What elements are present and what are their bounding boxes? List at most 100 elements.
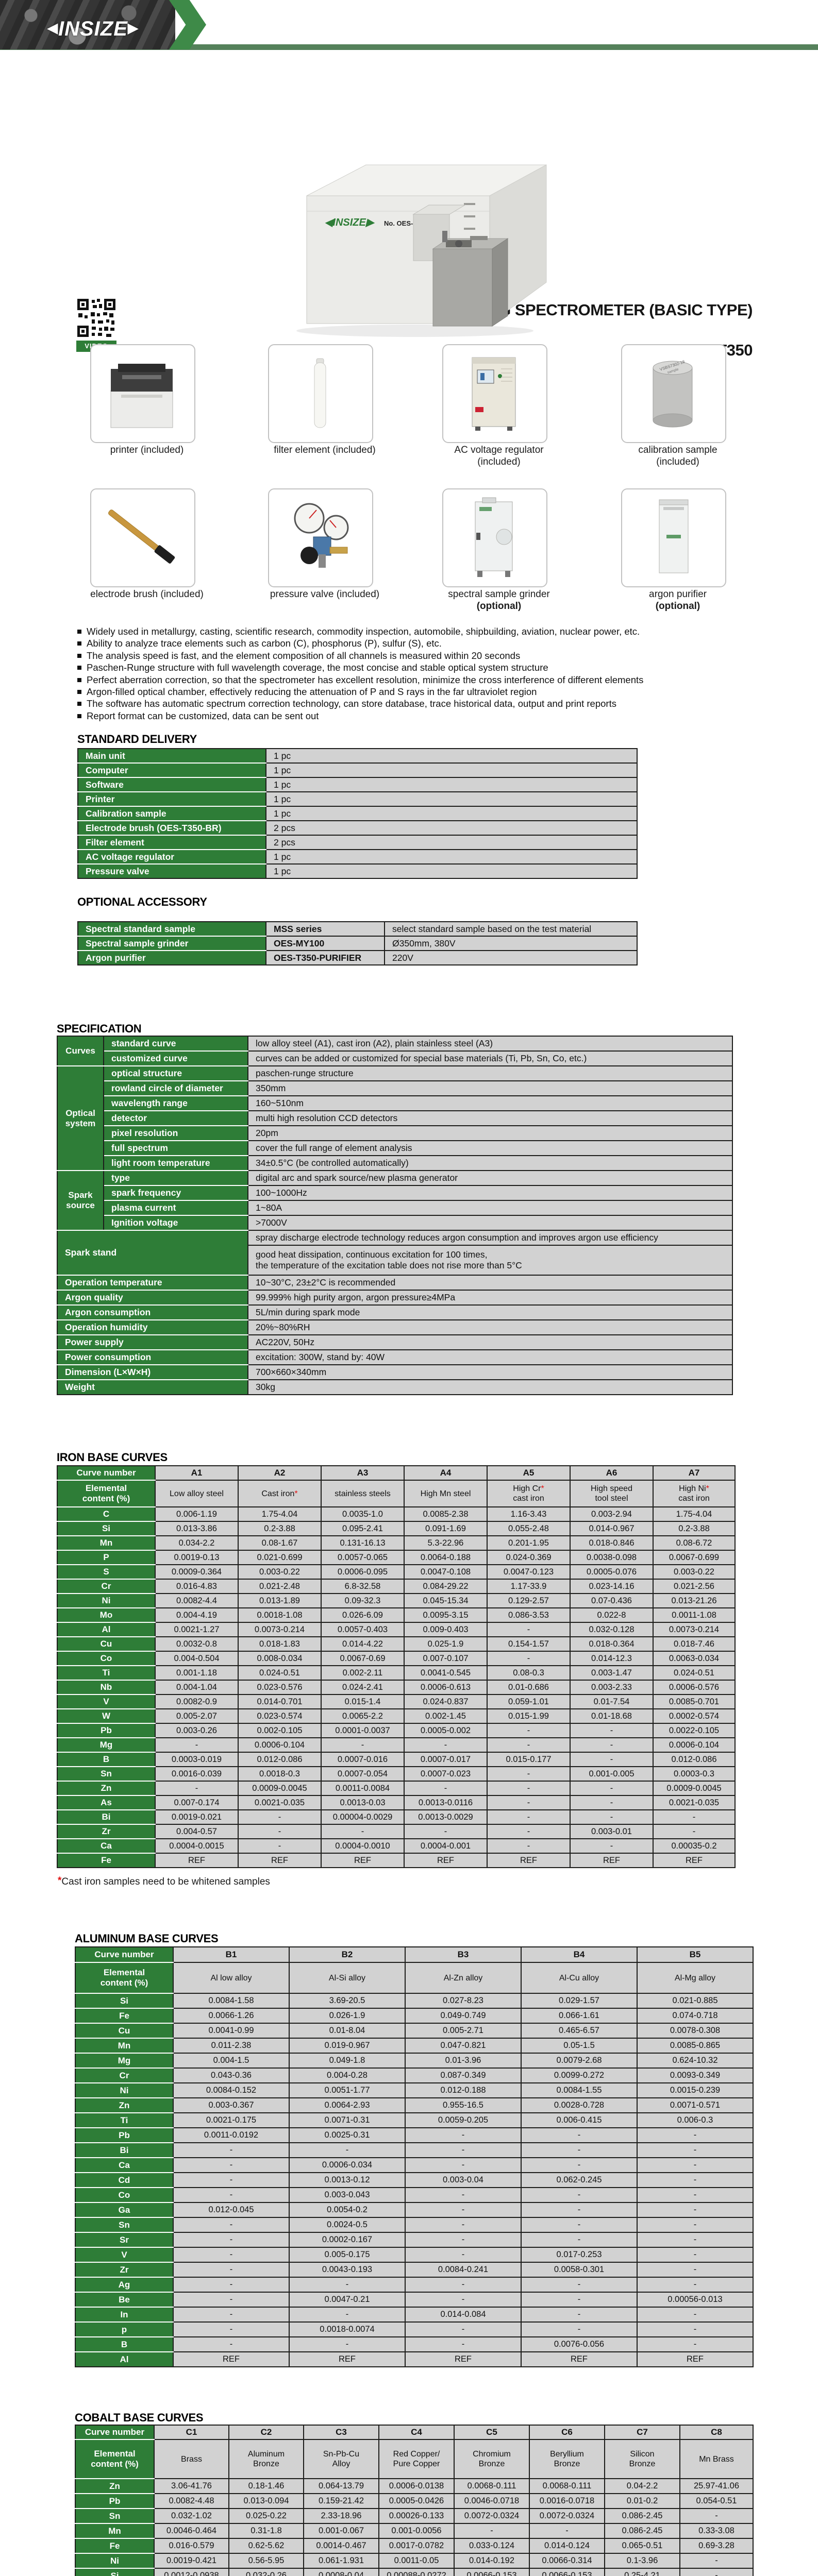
element-range-cell: 0.2-3.88 bbox=[238, 1521, 322, 1536]
element-range-cell: 1.17-33.9 bbox=[487, 1579, 571, 1594]
element-range-cell: 0.084-29.22 bbox=[404, 1579, 488, 1594]
element-range-cell: 0.0071-0.571 bbox=[637, 2097, 754, 2113]
element-range-cell: 0.0021-0.175 bbox=[173, 2112, 290, 2128]
curve-id-cell: A3 bbox=[321, 1465, 405, 1481]
element-range-cell: 0.026-6.09 bbox=[321, 1607, 405, 1623]
element-range-cell: 0.0047-0.108 bbox=[404, 1564, 488, 1580]
element-range-cell: 0.33-3.08 bbox=[679, 2523, 754, 2539]
element-range-cell: 0.00056-0.013 bbox=[637, 2292, 754, 2308]
element-range-cell: - bbox=[405, 2321, 522, 2337]
element-symbol-cell: Ti bbox=[57, 1665, 156, 1681]
element-range-cell: 0.014-4.22 bbox=[321, 1636, 405, 1652]
logo-right-arrow-icon: ▶ bbox=[127, 20, 139, 36]
element-range-cell: - bbox=[487, 1737, 571, 1753]
element-range-cell: 0.003-0.22 bbox=[238, 1564, 322, 1580]
element-range-cell: - bbox=[637, 2232, 754, 2248]
delivery-item-qty: 2 pcs bbox=[265, 835, 638, 850]
delivery-item-label: Pressure valve bbox=[78, 863, 266, 878]
bullet-square-icon bbox=[77, 677, 81, 682]
element-range-cell: 0.0002-0.574 bbox=[653, 1708, 736, 1724]
feature-list: Widely used in metallurgy, casting, scie… bbox=[77, 625, 758, 722]
element-range-cell: 0.007-0.174 bbox=[155, 1795, 239, 1810]
element-range-cell: - bbox=[679, 2553, 754, 2569]
element-symbol-cell: Pb bbox=[75, 2127, 174, 2143]
element-range-cell: 0.05-1.5 bbox=[521, 2038, 638, 2054]
element-range-cell: 3.06-41.76 bbox=[154, 2478, 229, 2494]
element-range-cell: 0.0006-0.095 bbox=[321, 1564, 405, 1580]
delivery-item-qty: 2 pcs bbox=[265, 820, 638, 836]
element-range-cell: 0.023-14.16 bbox=[570, 1579, 654, 1594]
element-range-cell: 0.013-0.094 bbox=[228, 2493, 304, 2509]
element-range-cell: 0.032-0.128 bbox=[570, 1622, 654, 1637]
spec-row-label: Spark stand bbox=[57, 1230, 248, 1276]
element-range-cell: 0.018-0.846 bbox=[570, 1535, 654, 1551]
element-range-cell: - bbox=[637, 2247, 754, 2263]
specification-table: Curves standard curve low alloy steel (A1)… bbox=[57, 1036, 733, 1395]
feature-item: Perfect aberration correction, so that t… bbox=[77, 674, 758, 686]
elemental-content-label: Elemental content (%) bbox=[57, 1480, 156, 1507]
element-range-cell: 0.0082-0.9 bbox=[155, 1694, 239, 1709]
spec-group-label: Spark source bbox=[57, 1170, 104, 1231]
element-range-cell: 0.0066-1.26 bbox=[173, 2008, 290, 2024]
alloy-name-cell: Brass bbox=[154, 2439, 229, 2479]
element-range-cell: - bbox=[405, 2336, 522, 2352]
logo-left-arrow-icon: ◀ bbox=[47, 20, 58, 36]
element-range-cell: 0.0051-1.77 bbox=[289, 2082, 406, 2098]
curve-id-cell: A6 bbox=[570, 1465, 654, 1481]
element-range-cell: - bbox=[405, 2157, 522, 2173]
element-range-cell: 0.003-2.94 bbox=[570, 1506, 654, 1522]
element-range-cell: 0.07-0.436 bbox=[570, 1593, 654, 1608]
feature-item: The software has automatic spectrum corr… bbox=[77, 698, 758, 709]
element-range-cell: 0.026-1.9 bbox=[289, 2008, 406, 2024]
element-symbol-cell: Zr bbox=[75, 2262, 174, 2278]
element-range-cell: 0.0054-0.2 bbox=[289, 2202, 406, 2218]
element-range-cell: - bbox=[405, 2217, 522, 2233]
bullet-square-icon bbox=[77, 714, 81, 718]
curve-id-cell: A1 bbox=[155, 1465, 239, 1481]
optional-item-label: Argon purifier bbox=[78, 950, 266, 965]
element-symbol-cell: Mo bbox=[57, 1607, 156, 1623]
elemental-content-label: Elemental content (%) bbox=[75, 1962, 174, 1994]
element-range-cell: 0.0059-0.205 bbox=[405, 2112, 522, 2128]
element-range-cell: - bbox=[487, 1766, 571, 1782]
element-range-cell: - bbox=[173, 2247, 290, 2263]
element-range-cell: 0.029-1.57 bbox=[521, 1993, 638, 2009]
element-range-cell: - bbox=[570, 1737, 654, 1753]
element-range-cell: 0.021-0.699 bbox=[238, 1550, 322, 1565]
element-range-cell: 0.62-5.62 bbox=[228, 2538, 304, 2554]
element-range-cell: 0.0004-0.001 bbox=[404, 1838, 488, 1854]
element-range-cell: 0.0085-0.865 bbox=[637, 2038, 754, 2054]
spec-row-value: 700×660×340mm bbox=[247, 1364, 733, 1380]
element-range-cell: - bbox=[521, 2217, 638, 2233]
bullet-square-icon bbox=[77, 690, 81, 694]
cobalt-base-curves-table: Curve number C1 C2 C3 C4 C5 C6 C7 C8 Elemental con… bbox=[75, 2425, 754, 2576]
delivery-item-qty: 1 pc bbox=[265, 762, 638, 778]
delivery-item-qty: 1 pc bbox=[265, 748, 638, 764]
alloy-name-cell: Sn-Pb-Cu Alloy bbox=[303, 2439, 379, 2479]
element-range-cell: 0.0004-0.0010 bbox=[321, 1838, 405, 1854]
element-range-cell: 0.0018-0.0074 bbox=[289, 2321, 406, 2337]
spec-row-value: 10~30°C, 23±2°C is recommended bbox=[247, 1275, 733, 1291]
delivery-item-qty: 1 pc bbox=[265, 791, 638, 807]
element-range-cell: 0.021-2.56 bbox=[653, 1579, 736, 1594]
element-range-cell: REF bbox=[155, 1853, 239, 1868]
element-symbol-cell: Mn bbox=[75, 2523, 155, 2539]
element-range-cell: 0.0076-0.056 bbox=[521, 2336, 638, 2352]
argon-purifier-image bbox=[659, 499, 689, 573]
bullet-square-icon bbox=[77, 702, 81, 706]
element-range-cell: 0.006-1.19 bbox=[155, 1506, 239, 1522]
delivery-item-label: Calibration sample bbox=[78, 806, 266, 821]
alloy-name-cell: Low alloy steel bbox=[155, 1480, 239, 1507]
element-range-cell: - bbox=[487, 1781, 571, 1796]
element-symbol-cell: S bbox=[57, 1564, 156, 1580]
element-range-cell: 0.0041-0.99 bbox=[173, 2023, 290, 2039]
element-range-cell: 0.0057-0.403 bbox=[321, 1622, 405, 1637]
element-range-cell: 0.014-0.967 bbox=[570, 1521, 654, 1536]
element-symbol-cell: Bi bbox=[57, 1809, 156, 1825]
insize-logo: ◀INSIZE▶ bbox=[47, 18, 139, 41]
element-range-cell: 0.0095-3.15 bbox=[404, 1607, 488, 1623]
element-range-cell: - bbox=[487, 1838, 571, 1854]
element-symbol-cell: Ni bbox=[57, 1593, 156, 1608]
element-range-cell: - bbox=[238, 1824, 322, 1839]
element-symbol-cell: Cr bbox=[75, 2067, 174, 2083]
